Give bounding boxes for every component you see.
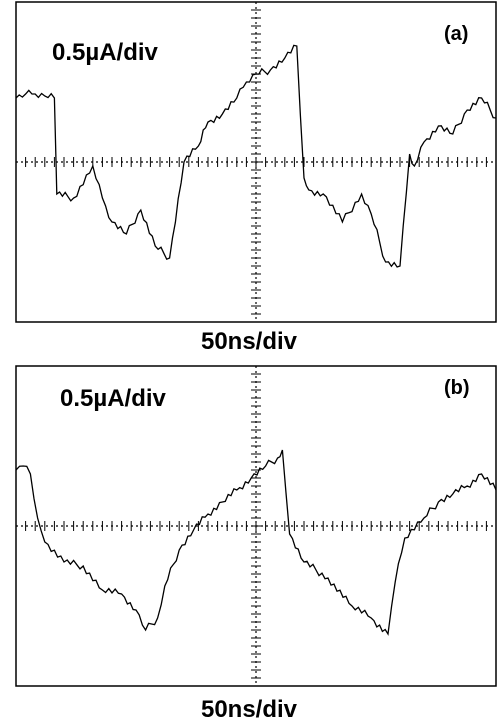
scale-label: 0.5µA/div: [52, 39, 159, 66]
x-axis-label: 50ns/div: [200, 328, 298, 355]
plot-a: 0.5µA/div (a): [15, 1, 497, 323]
panel-a: 0.5µA/div (a) 50ns/div: [15, 1, 497, 355]
plot-b: 0.5µA/div (b): [15, 365, 497, 687]
panel-b: 0.5µA/div (b) 50ns/div: [0, 364, 498, 728]
trace-line: [15, 449, 497, 636]
scale-label: 0.5µA/div: [60, 385, 167, 412]
panel-label: (b): [444, 377, 470, 399]
trace-line: [15, 44, 497, 268]
center-grid: [15, 365, 497, 687]
x-axis-label: 50ns/div: [200, 696, 298, 723]
panel-label: (a): [444, 23, 468, 45]
